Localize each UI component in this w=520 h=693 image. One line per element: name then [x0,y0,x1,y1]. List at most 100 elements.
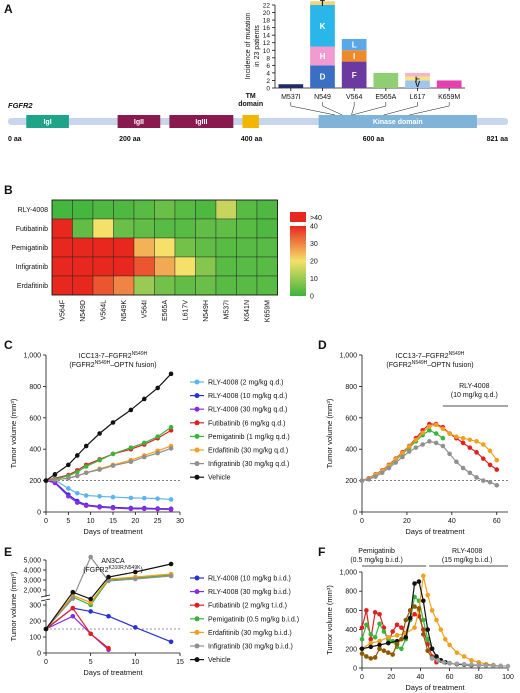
f-y-tick-label: 800 [345,589,357,596]
b-colorbar-tick-label: 40 [310,224,318,231]
c-data-point [141,454,147,460]
c-legend-label: Pemigatinib (1 mg/kg q.d.) [208,434,290,441]
b-heatmap-cell [92,218,114,239]
a-bar-segment-label: D [320,73,326,82]
e-legend-label: Infigratinib (30 mg/kg b.i.d.) [208,644,293,651]
e-data-point [70,613,76,619]
b-col-label: V564I [141,300,148,318]
b-heatmap-cell [92,237,114,258]
e-data-point [70,605,76,611]
c-data-point [97,431,102,436]
c-x-tick-label: 30 [176,518,184,525]
c-x-tick-label: 20 [131,518,139,525]
a-protein-name: FGFR2 [8,101,33,110]
d-xlabel: Days of treatment [405,527,465,536]
b-heatmap-cell [174,275,196,296]
e-y-tick-label: 200 [29,619,41,626]
f-xlabel: Days of treatment [405,683,465,692]
e-title-2: (FGFR2K310R;N549K) [83,565,143,574]
f-data-point [394,622,400,628]
b-row-label: Infigratinib [16,264,48,271]
e-axis-break-mark [40,598,51,602]
c-data-point [83,503,89,509]
d-data-point [494,483,500,488]
f-data-point [390,652,395,657]
f-data-point [429,608,435,613]
e-series-line [45,615,109,651]
b-heatmap-cell [51,199,73,220]
c-legend-label: RLY-4008 (10 mg/kg q.d.) [208,393,287,400]
f-data-point [416,579,422,584]
d-data-point [467,437,473,443]
b-colorbar-tick-label: 0 [310,294,314,301]
c-legend-label: RLY-4008 (2 mg/kg q.d.) [208,380,284,387]
c-data-point [128,445,134,450]
f-data-point [429,656,435,661]
f-data-point [399,646,404,652]
e-xlabel: Days of treatment [83,668,143,677]
b-heatmap-cell [72,256,94,277]
b-heatmap-cell [215,199,237,220]
f-data-point [399,636,404,642]
f-data-point [359,636,365,642]
f-data-point [377,638,382,644]
d-data-point [480,456,486,461]
c-data-point [66,475,71,481]
c-data-point [83,464,89,469]
c-ylabel: Tumor volume (mm³) [9,398,18,468]
e-data-point [88,596,93,602]
f-data-point [421,617,426,623]
c-legend-marker [194,393,200,399]
e-legend-marker [194,629,200,635]
d-data-point [487,479,493,485]
c-series-line [45,426,172,482]
d-data-point [366,477,372,482]
b-col-label: K659M [264,300,271,322]
a-bar-segment-label: L [352,41,357,50]
e-y-tick-label: 300 [29,603,41,610]
a-domain-3 [242,115,259,128]
c-data-point [43,478,49,483]
c-y-tick-label: 1,000 [23,353,41,360]
e-axis-break-mark [40,594,51,598]
c-data-point [141,506,147,512]
b-heatmap-cell [92,275,114,296]
d-annotation-2: (10 mg/kg q.d.) [451,392,498,399]
f-data-point [434,654,439,659]
d-data-point [447,431,452,436]
c-data-point [74,473,80,479]
c-data-point [74,453,80,458]
b-col-label: L617V [182,300,189,321]
b-col-label: M537I [223,300,230,320]
a-domain-2 [169,115,234,128]
d-data-point [494,457,500,463]
a-bar-segment [373,72,399,88]
a-y-tick-label: 12 [263,40,271,47]
b-heatmap-cell [195,199,217,220]
a-ylabel-2: in 23 patients [254,25,261,67]
f-data-point [434,617,439,623]
panel-letter-a: A [4,2,13,16]
d-x-tick-label: 0 [360,518,364,525]
b-heatmap-cell [51,275,73,296]
a-y-tick-label: 20 [263,10,271,17]
f-data-point [403,617,409,623]
d-data-point [480,442,486,447]
e-legend-label: Erdafitinib (30 mg/kg b.i.d.) [208,630,292,637]
c-x-tick-label: 15 [109,518,117,525]
f-data-point [425,592,431,598]
a-connector [409,105,450,116]
a-domain-label: IgII [134,119,144,126]
d-data-point [480,478,486,483]
f-data-point [469,658,474,663]
b-heatmap-cell [195,275,217,296]
e-data-point [70,589,76,595]
a-y-tick-label: 2 [266,78,270,85]
d-y-tick-label: 0 [353,510,357,517]
e-x-tick-label: 5 [89,659,93,666]
a-y-tick-label: 16 [263,25,271,32]
f-data-point [412,611,417,617]
f-data-point [359,646,365,652]
a-connector [383,105,418,116]
f-data-point [399,625,404,630]
